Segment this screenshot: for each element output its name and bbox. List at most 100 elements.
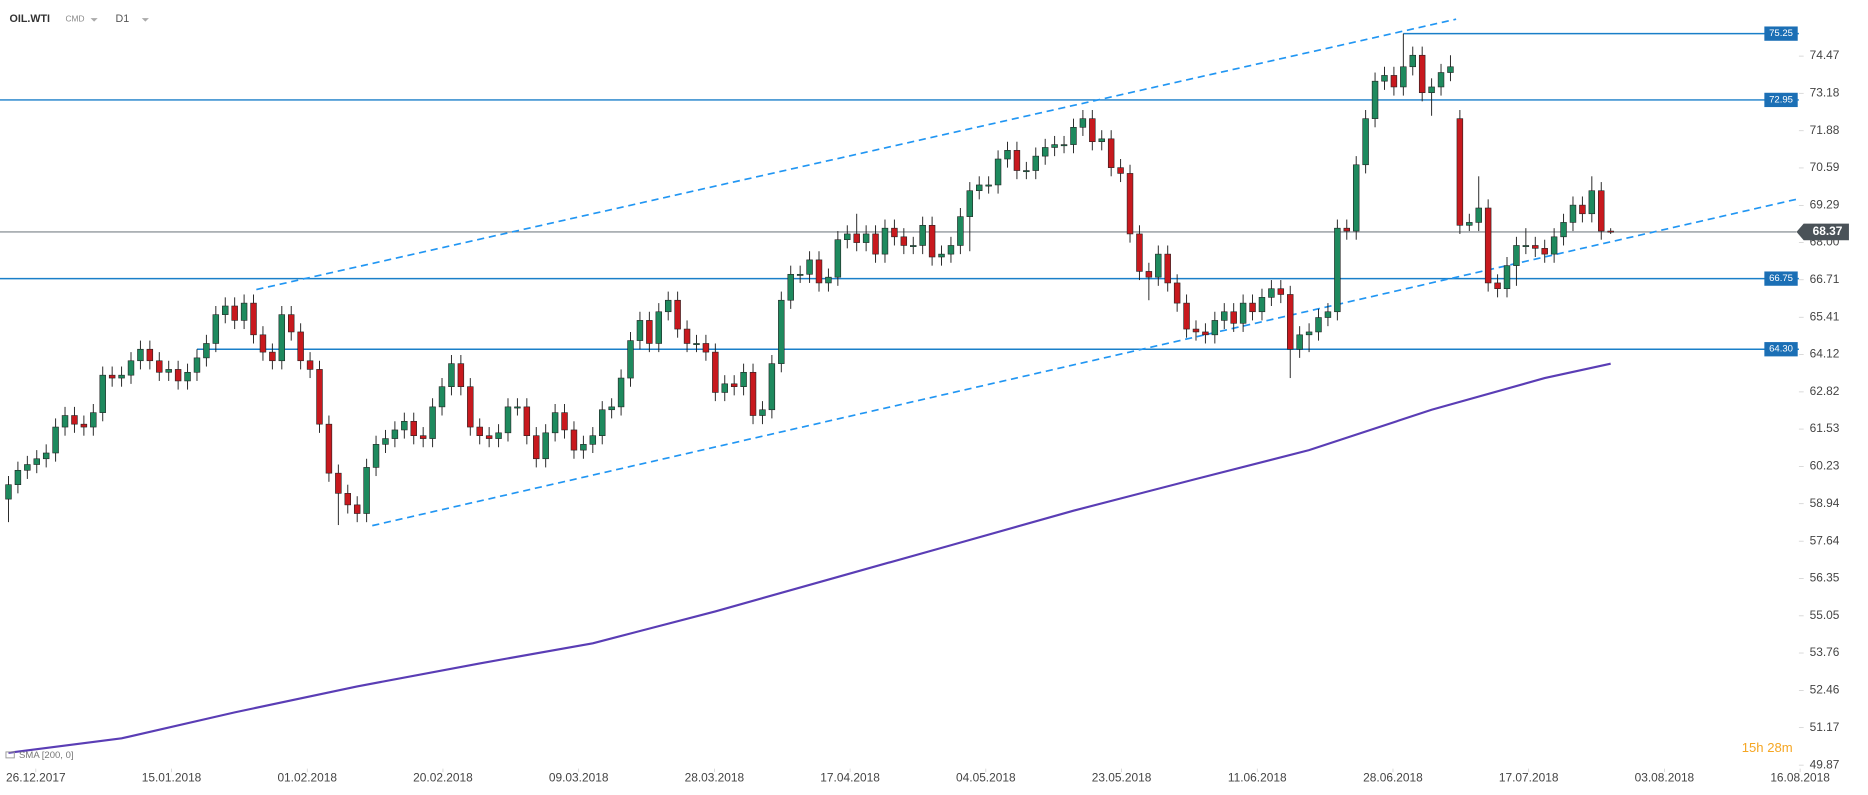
x-tick-label: 04.05.2018 [956, 770, 1016, 784]
candle-body [815, 259, 823, 284]
candle-body [457, 363, 465, 387]
candle-body [52, 426, 59, 454]
candle-body [1136, 233, 1143, 272]
candle-body [542, 432, 549, 460]
candle-body [976, 184, 983, 192]
candle-body [222, 305, 229, 315]
candle-body [1155, 253, 1162, 278]
candle-body [1381, 75, 1388, 82]
candle-body [1513, 245, 1520, 266]
candle-body [485, 435, 493, 439]
y-tick-label: 69.29 [1810, 198, 1840, 212]
candle-body [1324, 311, 1332, 318]
candle-body [617, 377, 625, 408]
candle-body [1532, 245, 1539, 249]
y-tick-label: 58.94 [1810, 496, 1840, 510]
candle-body [1550, 236, 1558, 255]
candle-body [250, 302, 257, 336]
candle-body [1447, 66, 1454, 73]
candle-body [778, 299, 785, 364]
candle-body [1249, 302, 1256, 313]
candle-body [306, 360, 314, 370]
candle-body [580, 444, 587, 451]
candle-body [212, 314, 220, 344]
x-tick-label: 09.03.2018 [549, 770, 609, 784]
candle-body [1503, 265, 1511, 290]
candle-body [1390, 75, 1398, 88]
indicator-legend[interactable]: SMA [200, 0] [19, 750, 73, 761]
candle-body [796, 273, 804, 276]
candle-body [570, 429, 578, 451]
candle-body [1211, 320, 1219, 336]
candle-body [646, 320, 653, 344]
dropdown-caret[interactable] [90, 18, 98, 22]
candle-body [1579, 204, 1586, 215]
y-tick-label: 73.18 [1810, 85, 1840, 99]
y-tick-label: 62.82 [1810, 384, 1840, 398]
candle-body [476, 426, 483, 436]
interval[interactable]: D1 [116, 13, 130, 25]
candle-body [655, 311, 663, 344]
candle-body [1371, 80, 1379, 119]
candle-body [391, 429, 399, 439]
candle-body [33, 458, 40, 465]
candle-body [353, 504, 361, 514]
candle-body [1541, 248, 1548, 255]
candle-body [448, 363, 455, 387]
candle-body [891, 227, 898, 238]
candle-body [1598, 190, 1605, 232]
x-tick-label: 11.06.2018 [1228, 770, 1287, 784]
y-tick-label: 71.88 [1810, 123, 1840, 137]
candle-body [165, 369, 172, 373]
last-price-label: 68.37 [1813, 224, 1843, 238]
symbol[interactable]: OIL.WTI [10, 13, 51, 25]
candle-body [297, 331, 304, 362]
candle-body [1041, 147, 1049, 157]
candle-body [1362, 118, 1369, 166]
candle-body [693, 343, 700, 345]
candle-body [1456, 118, 1464, 226]
candle-body [1183, 302, 1190, 330]
candle-body [80, 423, 88, 428]
level-label-box [1764, 342, 1798, 357]
candle-body [589, 435, 597, 445]
candle-body [627, 340, 634, 379]
candle-body [1484, 207, 1492, 284]
candle-body [1268, 288, 1275, 298]
indicator-icon[interactable] [5, 751, 15, 759]
candle-body [1126, 173, 1134, 235]
candle-body [938, 253, 945, 258]
candle-body [71, 415, 78, 425]
y-tick-label: 53.76 [1810, 645, 1840, 659]
candle-body [1107, 138, 1115, 168]
candle-body [636, 320, 644, 341]
candle-body [1343, 227, 1351, 232]
candle-body [702, 343, 710, 353]
candle-body [881, 227, 889, 255]
candle-body [787, 273, 794, 301]
y-tick-label: 64.12 [1810, 347, 1840, 361]
candle-body [1428, 86, 1435, 94]
y-tick-label: 65.41 [1810, 309, 1840, 323]
candle-body [514, 406, 521, 409]
candle-body [363, 467, 370, 514]
candle-body [401, 420, 408, 431]
candle-body [1277, 288, 1285, 295]
candle-body [730, 383, 738, 387]
candle-body [438, 386, 446, 408]
candle-body [664, 299, 672, 313]
candle-body [910, 245, 917, 247]
candle-body [99, 374, 106, 413]
dropdown-caret[interactable] [141, 18, 149, 22]
candle-body [523, 406, 531, 436]
trend-line [256, 18, 1457, 291]
candle-body [410, 420, 417, 436]
candle-body [146, 348, 154, 362]
market[interactable]: CMD [66, 13, 85, 23]
candle-body [5, 484, 12, 500]
x-tick-label: 03.08.2018 [1635, 770, 1695, 784]
level-label: 66.75 [1769, 273, 1793, 284]
x-tick-label: 23.05.2018 [1092, 770, 1152, 784]
candle-body [1258, 297, 1266, 313]
candle-body [193, 357, 201, 373]
